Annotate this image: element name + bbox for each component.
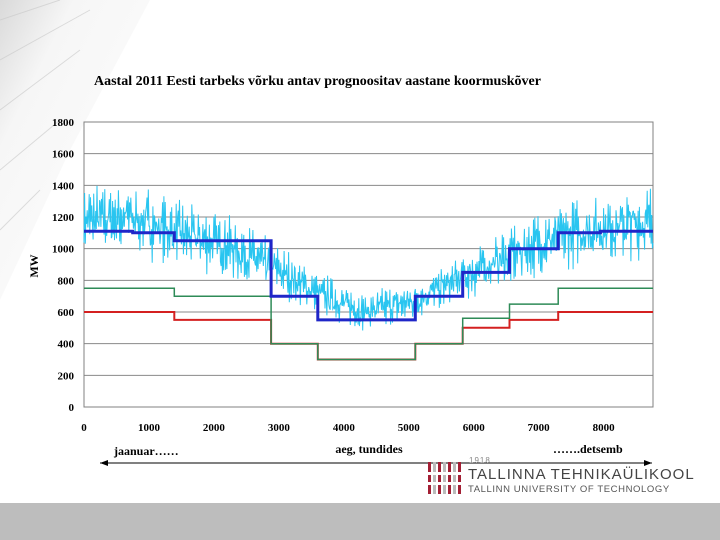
chart-title: Aastal 2011 Eesti tarbeks võrku antav pr… bbox=[94, 74, 541, 89]
university-logo bbox=[428, 462, 464, 494]
axis-tick-labels: 0 200 400 600 800 1000 1200 1400 1600 1800 0 1000 20… bbox=[52, 117, 615, 434]
time-arrow bbox=[100, 460, 652, 466]
y-tick-label-600: 600 bbox=[58, 307, 75, 319]
y-tick-label-1000: 1000 bbox=[52, 244, 75, 256]
logo-year: 1918 bbox=[469, 456, 491, 465]
y-tick-label-200: 200 bbox=[58, 370, 75, 382]
x-tick-label-3000: 3000 bbox=[268, 422, 291, 434]
x-tick-label-4000: 4000 bbox=[333, 422, 356, 434]
x-tick-label-6000: 6000 bbox=[463, 422, 486, 434]
x-tick-label-7000: 7000 bbox=[528, 422, 551, 434]
series-baaskoormus bbox=[84, 287, 653, 361]
series-keskmine-koormus bbox=[84, 229, 653, 322]
series-hourly-load bbox=[83, 185, 654, 331]
y-axis-label: MW bbox=[27, 254, 41, 277]
x-tick-label-2000: 2000 bbox=[203, 422, 226, 434]
annotation-december: …….detsemb bbox=[553, 442, 623, 456]
y-tick-label-1400: 1400 bbox=[52, 180, 75, 192]
plot-area-border bbox=[83, 121, 654, 408]
logo-university-name: TALLINNA TEHNIKAÜLIKOOL bbox=[468, 466, 695, 483]
logo-emblem-icon bbox=[428, 462, 464, 494]
footer-bar bbox=[0, 503, 720, 540]
annotation-january: jaanuar…… bbox=[113, 444, 179, 458]
x-axis-label: aeg, tundides bbox=[335, 442, 403, 456]
y-tick-label-1600: 1600 bbox=[52, 149, 75, 161]
chart-series bbox=[83, 185, 654, 361]
y-tick-label-800: 800 bbox=[58, 275, 75, 287]
y-tick-label-0: 0 bbox=[69, 402, 75, 414]
x-tick-label-0: 0 bbox=[81, 422, 87, 434]
y-tick-label-1200: 1200 bbox=[52, 212, 75, 224]
x-tick-label-8000: 8000 bbox=[593, 422, 616, 434]
y-tick-label-400: 400 bbox=[58, 339, 75, 351]
x-tick-label-5000: 5000 bbox=[398, 422, 421, 434]
y-tick-label-1800: 1800 bbox=[52, 117, 75, 129]
x-tick-label-1000: 1000 bbox=[138, 422, 161, 434]
chart-gridlines bbox=[84, 153, 653, 376]
logo-university-name-english: TALLINN UNIVERSITY OF TECHNOLOGY bbox=[468, 484, 670, 495]
